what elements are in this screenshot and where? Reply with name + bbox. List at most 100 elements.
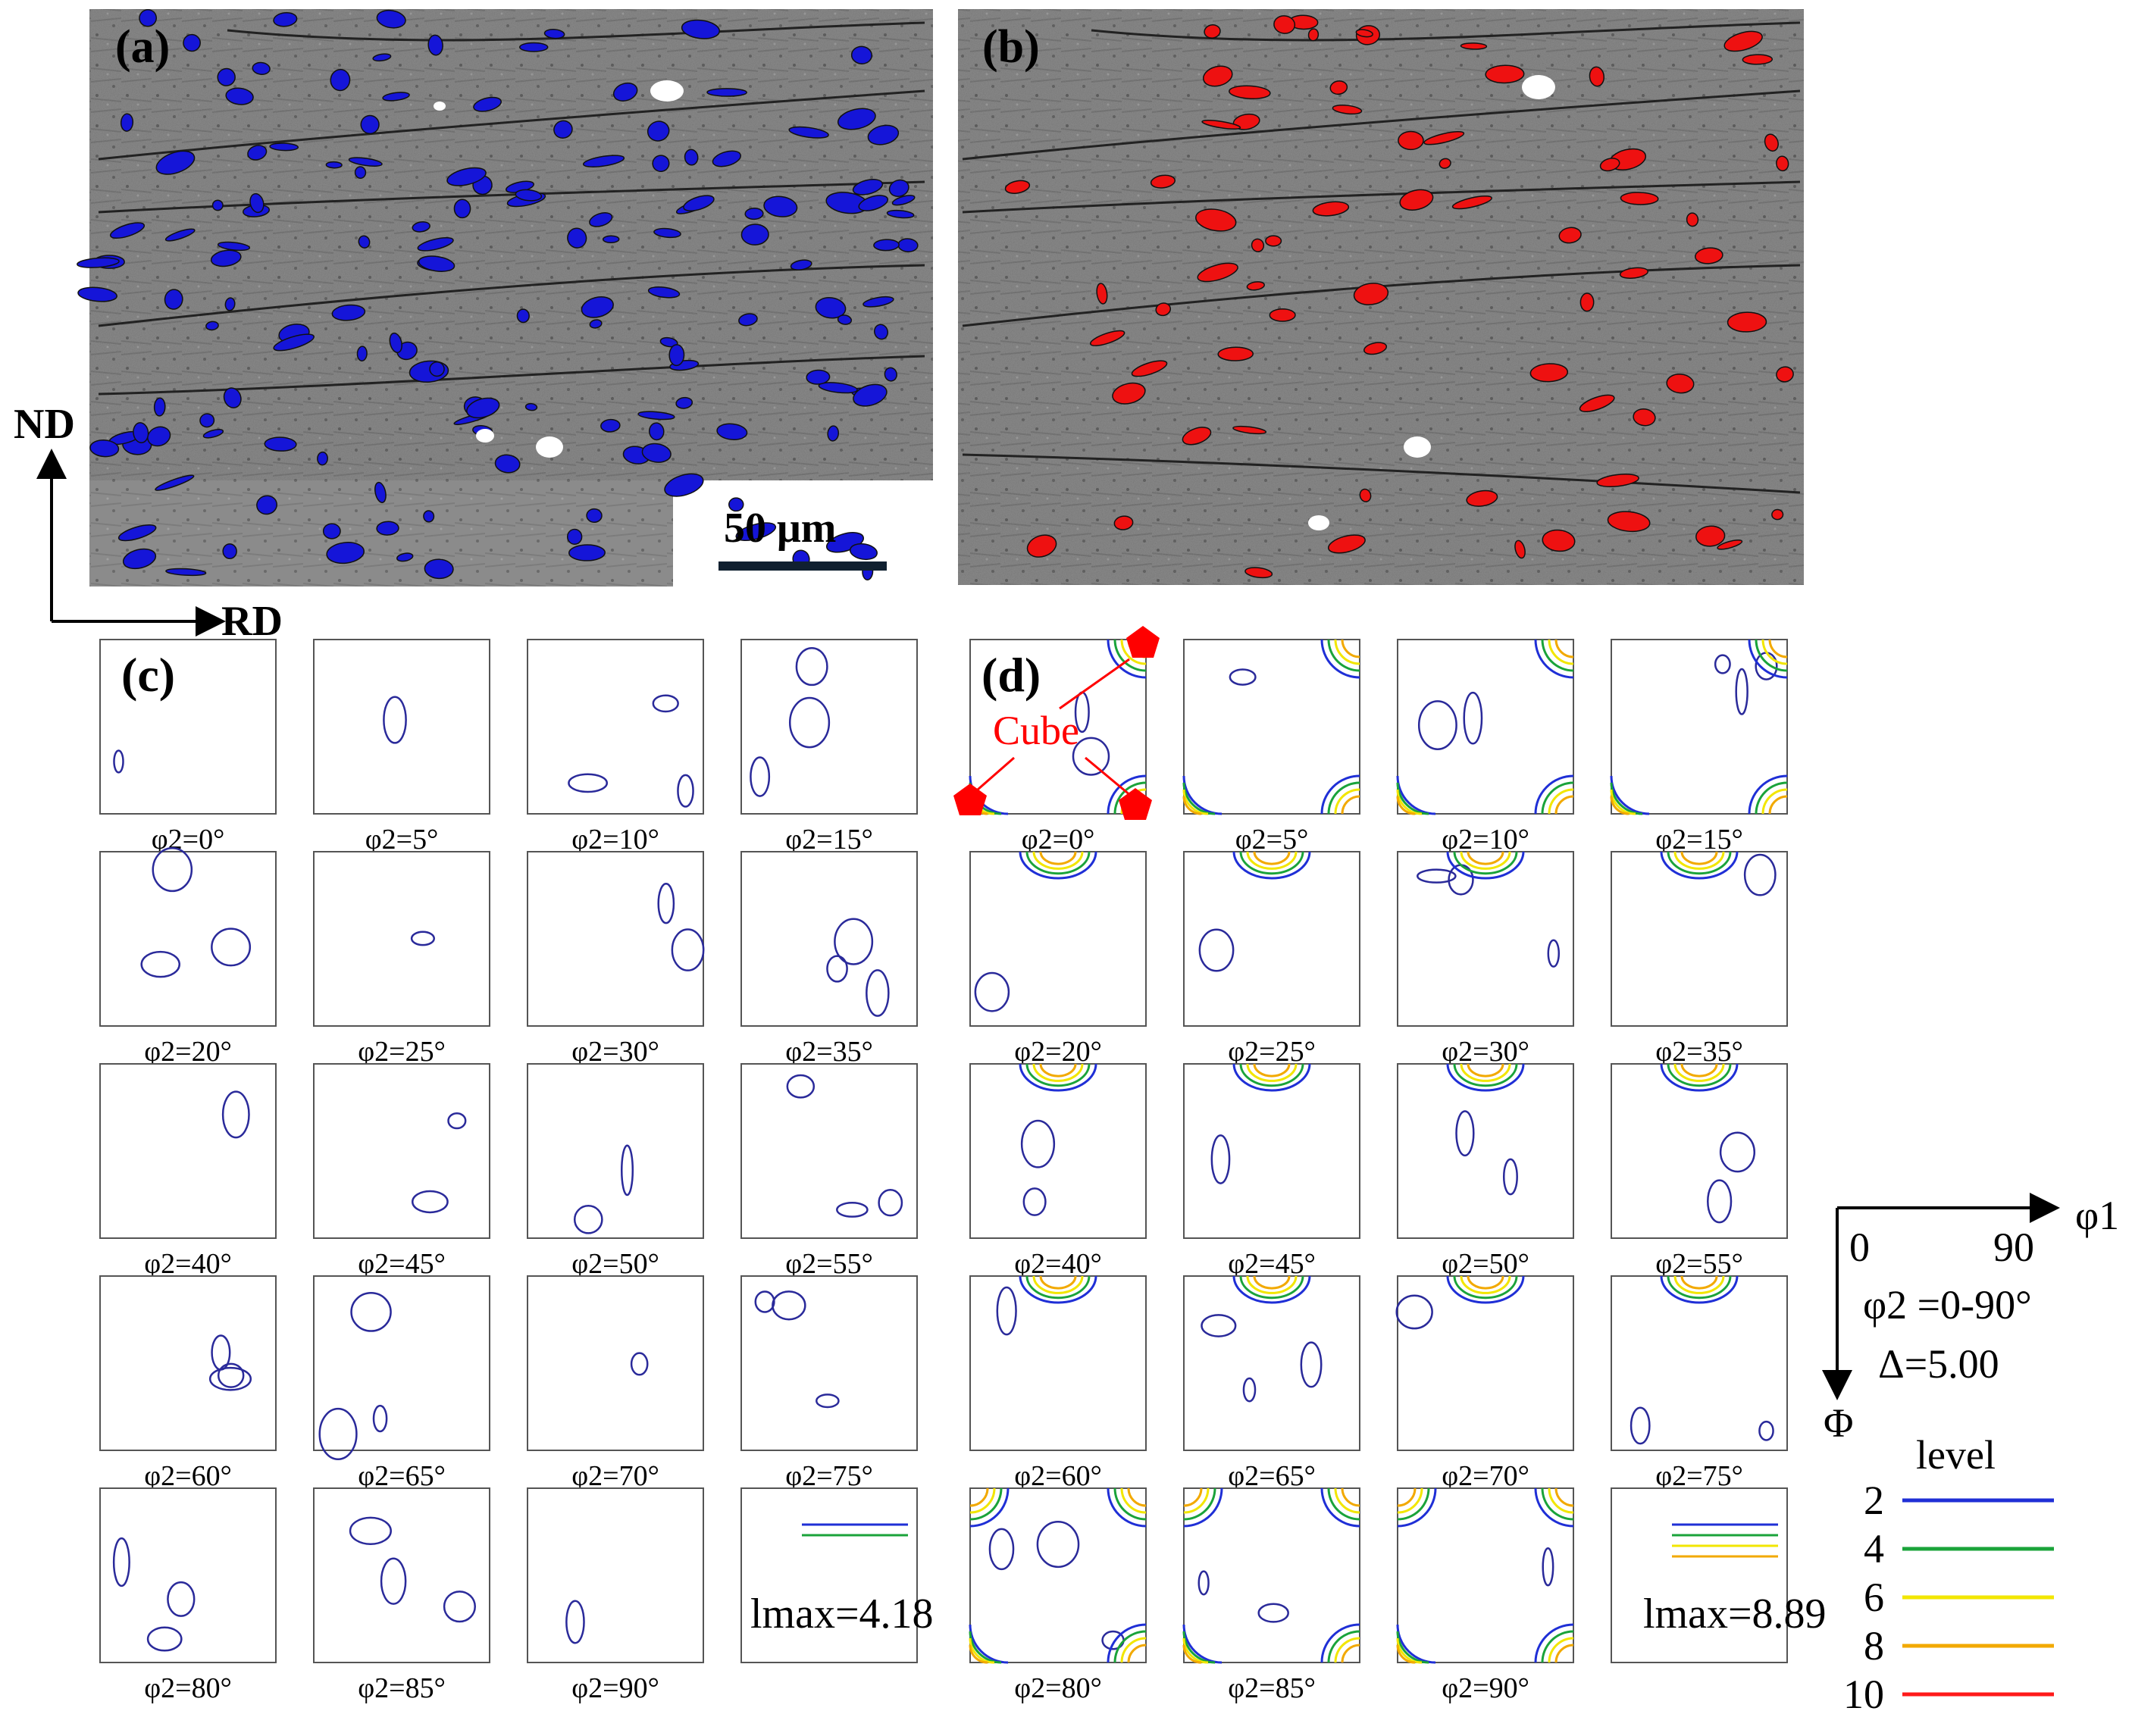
grain xyxy=(706,88,747,97)
level-arc xyxy=(1397,1487,1423,1514)
grain xyxy=(326,542,365,565)
contour xyxy=(568,773,609,793)
odf-section-frame xyxy=(99,1487,277,1663)
contour xyxy=(1198,928,1235,972)
contour xyxy=(677,774,694,808)
grain xyxy=(1596,474,1639,488)
grain xyxy=(740,224,769,246)
contour xyxy=(1714,654,1731,674)
section-label: φ2=50° xyxy=(1442,1248,1529,1280)
section-label: φ2=10° xyxy=(1442,824,1529,855)
grain xyxy=(153,397,166,417)
grain xyxy=(77,286,117,302)
odf-section-frame xyxy=(527,1487,704,1663)
odf-section-frame xyxy=(99,1275,277,1451)
nd-label: ND xyxy=(14,401,75,448)
grain xyxy=(815,297,847,319)
grain xyxy=(1327,534,1366,554)
grain xyxy=(1131,360,1168,377)
level-arc xyxy=(1453,1063,1518,1087)
grain xyxy=(217,67,236,86)
grain xyxy=(1633,408,1656,427)
section-label: φ2=75° xyxy=(785,1460,873,1492)
contour xyxy=(816,1393,840,1409)
grain xyxy=(806,369,831,385)
level-arc xyxy=(1667,1063,1732,1087)
contour xyxy=(1197,1570,1210,1596)
section-label: φ2=0° xyxy=(1022,824,1095,855)
grain xyxy=(1273,15,1296,34)
level-arc xyxy=(1660,851,1739,880)
grain xyxy=(224,297,236,311)
level-arc xyxy=(1761,639,1788,665)
section-label: φ2=45° xyxy=(1228,1248,1316,1280)
level-arc xyxy=(1610,782,1643,815)
grain xyxy=(1542,529,1576,552)
grain xyxy=(653,227,681,239)
grain xyxy=(790,259,812,271)
odf-section xyxy=(1611,1063,1788,1239)
grain xyxy=(612,82,638,102)
grain xyxy=(568,544,606,561)
odf-section xyxy=(1610,639,1788,815)
level-arc xyxy=(1541,1487,1574,1521)
odf-section-frame xyxy=(313,851,490,1027)
grain xyxy=(1312,201,1350,217)
contour xyxy=(652,694,679,713)
odf-section-frame xyxy=(969,1487,1147,1663)
contour xyxy=(1758,1420,1774,1441)
contour xyxy=(167,1581,196,1617)
grain xyxy=(139,9,158,27)
odf-section xyxy=(527,851,705,1027)
legend-title: level xyxy=(1916,1432,1996,1478)
contour xyxy=(410,931,435,946)
grain xyxy=(1619,267,1649,279)
grain xyxy=(1201,119,1241,130)
level-arc xyxy=(1183,1487,1223,1528)
level-arc xyxy=(1183,1487,1216,1521)
grain xyxy=(252,61,271,75)
odf-section-frame xyxy=(1397,639,1574,815)
grain xyxy=(330,68,351,92)
grain xyxy=(1695,247,1723,264)
grain xyxy=(453,199,471,219)
grain xyxy=(1607,511,1651,533)
section-label: φ2=55° xyxy=(1655,1248,1743,1280)
odf-section xyxy=(527,1487,704,1663)
grain xyxy=(553,120,573,139)
level-arc xyxy=(1768,639,1788,658)
grain xyxy=(199,413,215,428)
section-label: φ2=65° xyxy=(358,1460,446,1492)
grain xyxy=(1329,80,1348,95)
odf-section xyxy=(99,1275,277,1451)
odf-section-frame xyxy=(740,1275,918,1451)
contour xyxy=(1502,1158,1518,1196)
grain xyxy=(567,227,587,249)
odf-section-frame xyxy=(969,1063,1147,1239)
odf-section xyxy=(740,851,918,1027)
grain xyxy=(1229,85,1271,99)
contour xyxy=(1257,1603,1289,1623)
level-arc xyxy=(1460,851,1511,870)
grain xyxy=(681,19,721,39)
level-arc xyxy=(1396,1631,1429,1664)
grain xyxy=(1514,540,1526,559)
grain xyxy=(325,161,343,169)
grain xyxy=(117,524,157,542)
contour xyxy=(211,1334,231,1371)
level-arc xyxy=(1320,1623,1360,1663)
grain xyxy=(225,87,254,105)
odf-section-frame xyxy=(969,1275,1147,1451)
contour xyxy=(383,696,407,744)
grain xyxy=(1353,283,1389,305)
level-arc xyxy=(1253,1275,1291,1290)
level-arc xyxy=(1107,1623,1147,1663)
grain xyxy=(1558,227,1582,244)
scale-bar: 50 μm xyxy=(718,505,887,571)
grain xyxy=(837,314,853,325)
grain xyxy=(543,28,565,39)
level-arc xyxy=(1610,789,1636,815)
level-arc xyxy=(1032,1275,1084,1294)
contour xyxy=(1229,668,1257,686)
